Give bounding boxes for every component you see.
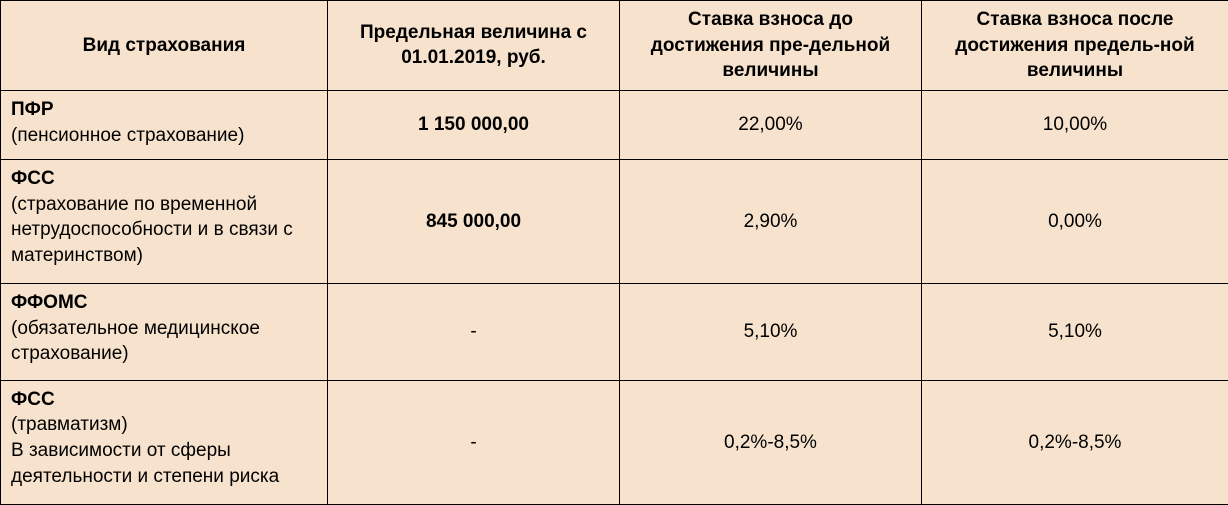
- cell-limit: 845 000,00: [328, 159, 620, 283]
- cell-rate-before: 22,00%: [620, 90, 922, 159]
- type-title: ФСС: [11, 166, 317, 192]
- table-row: ФФОМС (обязательное медицинское страхова…: [1, 284, 1228, 381]
- table-row: ФСС (травматизм)В зависимости от сферы д…: [1, 380, 1228, 504]
- header-rate-after: Ставка взноса после достижения предель-н…: [922, 1, 1228, 91]
- cell-limit: 1 150 000,00: [328, 90, 620, 159]
- cell-rate-after: 10,00%: [922, 90, 1228, 159]
- type-description: (страхование по временной нетрудоспособн…: [11, 192, 317, 269]
- type-title: ФФОМС: [11, 290, 317, 316]
- table-header-row: Вид страхования Предельная величина с 01…: [1, 1, 1228, 91]
- type-description: (обязательное медицинское страхование): [11, 316, 317, 367]
- cell-insurance-type: ФСС (травматизм)В зависимости от сферы д…: [1, 380, 328, 504]
- type-description: (пенсионное страхование): [11, 123, 317, 149]
- cell-rate-before: 0,2%-8,5%: [620, 380, 922, 504]
- cell-insurance-type: ФФОМС (обязательное медицинское страхова…: [1, 284, 328, 381]
- type-title: ФСС: [11, 387, 317, 413]
- cell-limit: -: [328, 284, 620, 381]
- cell-rate-after: 0,2%-8,5%: [922, 380, 1228, 504]
- insurance-table-container: Вид страхования Предельная величина с 01…: [0, 0, 1228, 505]
- cell-insurance-type: ФСС (страхование по временной нетрудоспо…: [1, 159, 328, 283]
- cell-rate-after: 0,00%: [922, 159, 1228, 283]
- cell-insurance-type: ПФР (пенсионное страхование): [1, 90, 328, 159]
- cell-rate-before: 5,10%: [620, 284, 922, 381]
- table-row: ПФР (пенсионное страхование) 1 150 000,0…: [1, 90, 1228, 159]
- header-insurance-type: Вид страхования: [1, 1, 328, 91]
- table-body: ПФР (пенсионное страхование) 1 150 000,0…: [1, 90, 1228, 504]
- table-row: ФСС (страхование по временной нетрудоспо…: [1, 159, 1228, 283]
- type-description: (травматизм)В зависимости от сферы деяте…: [11, 412, 317, 489]
- insurance-rates-table: Вид страхования Предельная величина с 01…: [0, 0, 1228, 505]
- cell-rate-after: 5,10%: [922, 284, 1228, 381]
- type-title: ПФР: [11, 97, 317, 123]
- cell-limit: -: [328, 380, 620, 504]
- cell-rate-before: 2,90%: [620, 159, 922, 283]
- header-limit-value: Предельная величина с 01.01.2019, руб.: [328, 1, 620, 91]
- header-rate-before: Ставка взноса до достижения пре-дельной …: [620, 1, 922, 91]
